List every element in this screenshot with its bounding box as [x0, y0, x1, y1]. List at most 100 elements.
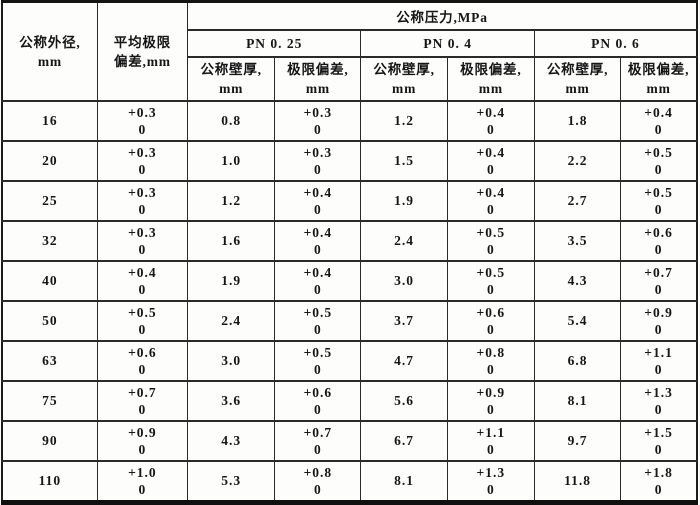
tolerance-line: 0 — [654, 202, 663, 217]
header-wall-line2: mm — [219, 81, 244, 96]
cell-limit-deviation-pn025: +0.8 0 — [274, 460, 362, 504]
header-outer-diameter-line1: 公称外径, — [19, 34, 81, 50]
cell-wall-thickness-pn025: 0.8 — [187, 100, 276, 142]
cell-wall-thickness-pn04: 2.4 — [360, 220, 448, 262]
tolerance-line: 0 — [313, 362, 322, 377]
cell-wall-thickness-pn025: 5.3 — [187, 460, 276, 504]
table-row: 25 +0.3 0 1.2 +0.4 0 1.9 +0.4 0 2.7 +0.5 0 — [1, 180, 698, 222]
cell-limit-deviation-pn04: +0.8 0 — [446, 340, 535, 382]
tolerance-line: +0.5 — [128, 305, 157, 320]
cell-avg-limit-deviation: +0.4 0 — [96, 260, 189, 302]
tolerance-line: +0.9 — [644, 305, 673, 320]
tolerance-line: 0 — [654, 322, 663, 337]
cell-limit-deviation-pn025: +0.5 0 — [274, 340, 362, 382]
header-row-pressure: 公称外径, mm 平均极限 偏差,mm 公称压力,MPa — [1, 0, 698, 102]
cell-wall-thickness-pn06: 4.3 — [533, 260, 622, 302]
header-dev-line2: mm — [305, 81, 330, 96]
tolerance-line: +1.8 — [644, 465, 673, 480]
cell-wall-thickness-pn04: 5.6 — [360, 380, 448, 422]
tolerance-line: 0 — [654, 242, 663, 257]
tolerance-line: +0.5 — [476, 225, 506, 240]
header-pn-025: PN 0. 25 — [187, 29, 362, 58]
tolerance-line: +0.9 — [476, 385, 506, 400]
tolerance-line: 0 — [313, 402, 322, 417]
cell-wall-thickness-pn06: 11.8 — [533, 460, 622, 504]
tolerance-line: 0 — [138, 362, 147, 377]
table-row: 50 +0.5 0 2.4 +0.5 0 3.7 +0.6 0 5.4 +0.9 0 — [1, 300, 698, 342]
cell-wall-thickness-pn06: 2.7 — [533, 180, 622, 222]
cell-outer-diameter: 50 — [1, 300, 98, 342]
tolerance-line: +0.3 — [303, 105, 333, 120]
cell-wall-thickness-pn04: 3.0 — [360, 260, 448, 302]
table-header: 公称外径, mm 平均极限 偏差,mm 公称压力,MPa PN 0. 25 PN… — [1, 0, 698, 102]
tolerance-line: 0 — [654, 122, 663, 137]
table-row: 90 +0.9 0 4.3 +0.7 0 6.7 +1.1 0 9.7 +1.5 0 — [1, 420, 698, 462]
cell-limit-deviation-pn06: +0.5 0 — [620, 180, 698, 222]
cell-avg-limit-deviation: +0.3 0 — [96, 100, 189, 142]
tolerance-line: 0 — [486, 322, 495, 337]
tolerance-line: +0.6 — [128, 345, 157, 360]
table-row: 32 +0.3 0 1.6 +0.4 0 2.4 +0.5 0 3.5 +0.6 0 — [1, 220, 698, 262]
header-pn-04: PN 0. 4 — [360, 29, 535, 58]
cell-wall-thickness-pn025: 1.6 — [187, 220, 276, 262]
tolerance-line: +1.1 — [476, 425, 506, 440]
header-wall-thickness-pn025: 公称壁厚, mm — [187, 56, 276, 102]
cell-wall-thickness-pn04: 1.9 — [360, 180, 448, 222]
tolerance-line: 0 — [313, 202, 322, 217]
cell-limit-deviation-pn04: +0.4 0 — [446, 180, 535, 222]
cell-wall-thickness-pn06: 8.1 — [533, 380, 622, 422]
tolerance-line: 0 — [313, 322, 322, 337]
header-wall-line1: 公称壁厚, — [373, 62, 435, 77]
cell-avg-limit-deviation: +1.0 0 — [96, 460, 189, 504]
cell-limit-deviation-pn04: +1.3 0 — [446, 460, 535, 504]
cell-wall-thickness-pn06: 2.2 — [533, 140, 622, 182]
header-row-pn-groups: PN 0. 25 PN 0. 4 PN 0. 6 — [2, 29, 698, 58]
tolerance-line: 0 — [138, 202, 147, 217]
tolerance-line: 0 — [486, 362, 495, 377]
cell-limit-deviation-pn04: +0.4 0 — [446, 140, 535, 182]
cell-outer-diameter: 25 — [1, 180, 98, 222]
header-wall-line1: 公称壁厚, — [200, 62, 262, 77]
cell-limit-deviation-pn06: +0.6 0 — [620, 220, 698, 262]
cell-limit-deviation-pn025: +0.3 0 — [274, 140, 362, 182]
header-wall-line2: mm — [565, 81, 590, 96]
tolerance-line: 0 — [313, 242, 322, 257]
cell-outer-diameter: 90 — [1, 420, 98, 462]
tolerance-line: +0.4 — [476, 185, 506, 200]
cell-outer-diameter: 20 — [1, 140, 98, 182]
tolerance-line: +0.4 — [303, 265, 333, 280]
header-dev-line1: 极限偏差, — [460, 62, 522, 77]
cell-wall-thickness-pn025: 4.3 — [187, 420, 276, 462]
tolerance-line: +0.3 — [128, 225, 157, 240]
tolerance-line: 0 — [486, 402, 495, 417]
cell-limit-deviation-pn04: +0.6 0 — [446, 300, 535, 342]
header-avg-limit-deviation-line1: 平均极限 — [113, 34, 171, 50]
cell-limit-deviation-pn025: +0.7 0 — [274, 420, 362, 462]
cell-wall-thickness-pn04: 3.7 — [360, 300, 448, 342]
cell-limit-deviation-pn06: +0.7 0 — [620, 260, 698, 302]
tolerance-line: 0 — [486, 202, 495, 217]
tolerance-line: 0 — [486, 482, 495, 497]
tolerance-line: +0.4 — [128, 265, 157, 280]
table-row: 16 +0.3 0 0.8 +0.3 0 1.2 +0.4 0 1.8 +0.4 0 — [1, 100, 698, 142]
cell-limit-deviation-pn06: +1.5 0 — [620, 420, 698, 462]
cell-limit-deviation-pn04: +0.5 0 — [446, 260, 535, 302]
cell-limit-deviation-pn06: +0.9 0 — [620, 300, 698, 342]
tolerance-line: +0.5 — [476, 265, 506, 280]
cell-outer-diameter: 40 — [1, 260, 98, 302]
tolerance-line: 0 — [138, 482, 147, 497]
tolerance-line: +0.5 — [644, 185, 673, 200]
table-body: 16 +0.3 0 0.8 +0.3 0 1.2 +0.4 0 1.8 +0.4 0 20 +0.3 0 1.… — [1, 100, 698, 504]
tolerance-line: +1.3 — [644, 385, 673, 400]
tolerance-line: +0.7 — [128, 385, 157, 400]
tolerance-line: 0 — [654, 362, 663, 377]
cell-wall-thickness-pn06: 9.7 — [533, 420, 622, 462]
tolerance-line: +1.0 — [128, 465, 157, 480]
tolerance-line: 0 — [138, 122, 147, 137]
cell-limit-deviation-pn04: +0.9 0 — [446, 380, 535, 422]
tolerance-line: +0.9 — [128, 425, 157, 440]
header-outer-diameter: 公称外径, mm — [1, 0, 98, 102]
header-nominal-pressure: 公称压力,MPa — [187, 0, 698, 31]
header-outer-diameter-line2: mm — [37, 53, 62, 69]
